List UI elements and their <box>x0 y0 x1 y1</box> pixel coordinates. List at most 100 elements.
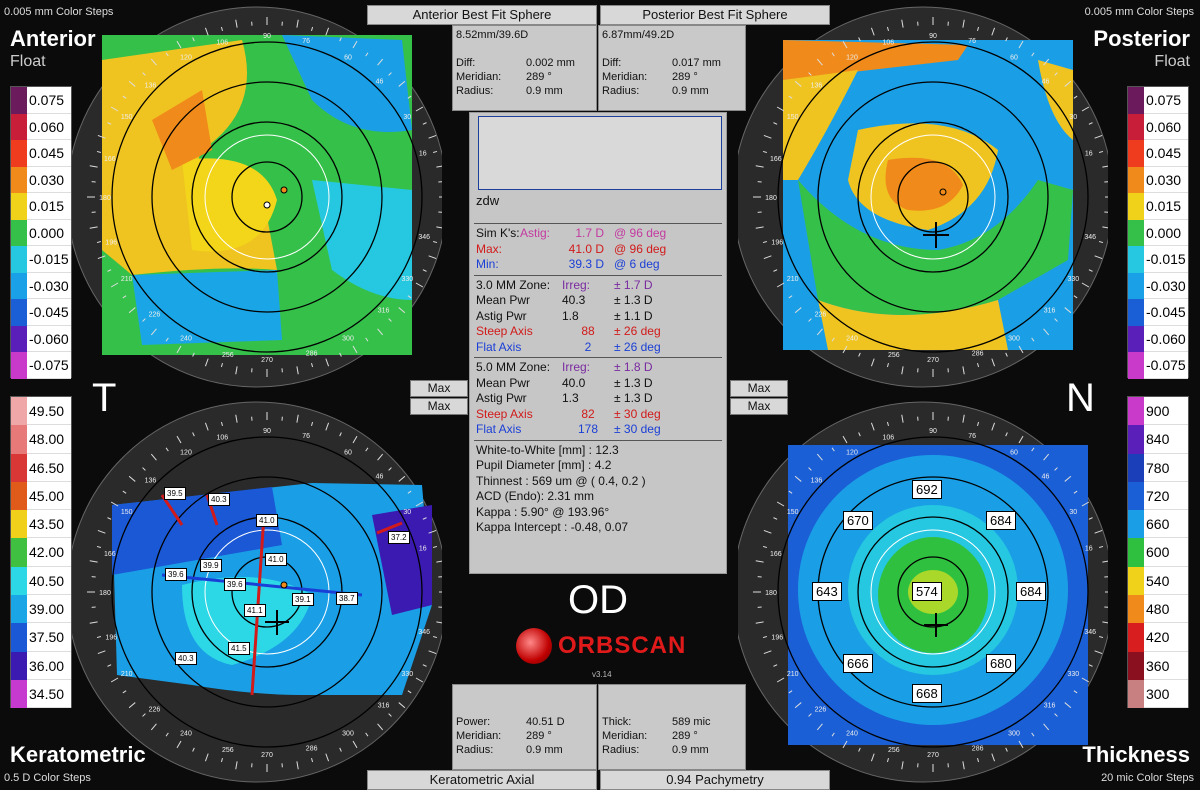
degree-tick <box>388 72 392 76</box>
degree-label: 30 <box>403 114 411 121</box>
legend-value: -0.060 <box>1144 325 1188 352</box>
legend-value: 37.50 <box>27 623 71 652</box>
kappa-intercept: Kappa Intercept : -0.48, 0.07 <box>476 520 629 534</box>
legend-swatch <box>1128 113 1144 140</box>
degree-tick <box>407 690 412 694</box>
degree-tick <box>311 26 314 31</box>
degree-tick <box>192 432 195 437</box>
degree-tick <box>962 414 965 423</box>
degree-tick <box>220 363 223 368</box>
color-steps-keratometric: 0.5 D Color Steps <box>4 772 91 784</box>
anterior-diff-row: Diff: 0.002 mm <box>456 57 575 69</box>
degree-label: 76 <box>302 38 310 45</box>
degree-tick <box>762 636 767 639</box>
degree-tick <box>436 165 442 168</box>
pachymetry-button[interactable]: 0.94 Pachymetry <box>600 770 830 790</box>
legend-value: -0.045 <box>1144 299 1188 326</box>
degree-tick <box>858 37 861 42</box>
max-thickness-button[interactable]: Max <box>730 398 788 415</box>
degree-tick <box>311 758 314 763</box>
degree-tick <box>128 307 136 314</box>
legend-value: -0.060 <box>27 325 71 352</box>
degree-tick <box>176 40 182 49</box>
degree-tick <box>1064 80 1072 87</box>
degree-tick <box>1102 226 1108 229</box>
degree-tick <box>415 501 424 507</box>
degree-tick <box>977 26 980 31</box>
degree-tick <box>150 328 157 336</box>
legend-value: 420 <box>1144 623 1188 652</box>
zone3-mean-row: Mean Pwr 40.3 ± 1.3 D <box>476 293 653 307</box>
legend-value: 900 <box>1144 397 1188 426</box>
degree-label: 346 <box>418 234 430 241</box>
degree-tick <box>296 19 299 28</box>
degree-label: 300 <box>342 335 354 342</box>
degree-tick <box>204 753 209 762</box>
degree-tick <box>776 501 785 507</box>
legend-row: -0.015 <box>11 246 71 273</box>
kerato-value-label: 39.9 <box>200 559 222 572</box>
degree-tick <box>122 490 127 494</box>
degree-tick <box>1081 677 1090 683</box>
degree-label: 286 <box>972 746 984 753</box>
legend-row: 0.060 <box>11 113 71 140</box>
kerato-meridian-row: Meridian: 289 ° <box>456 730 552 742</box>
max-keratometric-button[interactable]: Max <box>410 398 468 415</box>
legend-swatch <box>11 679 27 709</box>
anterior-meridian-row: Meridian: 289 ° <box>456 71 552 83</box>
orbscan-logo-text: ORBSCAN <box>558 632 687 659</box>
legend-row: 780 <box>1128 453 1188 482</box>
degree-label: 76 <box>968 433 976 440</box>
legend-value: 0.015 <box>27 193 71 220</box>
degree-label: 150 <box>121 509 133 516</box>
legend-swatch <box>1128 87 1144 114</box>
degree-label: 180 <box>99 195 111 202</box>
degree-tick <box>296 414 299 423</box>
degree-tick <box>794 475 802 482</box>
degree-label: 210 <box>121 276 133 283</box>
degree-tick <box>97 134 106 139</box>
degree-tick <box>150 453 157 461</box>
degree-label: 166 <box>104 551 116 558</box>
keratometric-map[interactable]: 90 106 120 136 150 166 180 196 210 226 240 256 270 28… <box>72 395 442 790</box>
degree-tick <box>433 241 438 244</box>
degree-label: 120 <box>180 450 192 457</box>
degree-tick <box>1094 529 1103 534</box>
max-anterior-button[interactable]: Max <box>410 380 468 397</box>
degree-tick <box>89 226 98 229</box>
degree-tick <box>901 366 904 375</box>
degree-tick <box>436 226 442 229</box>
legend-swatch <box>1128 140 1144 167</box>
degree-tick <box>220 26 223 31</box>
kerato-value-label: 41.5 <box>228 642 250 655</box>
degree-tick <box>1094 650 1103 655</box>
legend-row: 540 <box>1128 566 1188 596</box>
degree-tick <box>235 366 238 375</box>
zone5-mean-row: Mean Pwr 40.0 ± 1.3 D <box>476 375 653 390</box>
legend-value: 0.075 <box>1144 87 1188 114</box>
degree-tick <box>991 753 996 762</box>
degree-tick <box>977 758 980 763</box>
degree-tick <box>794 702 802 709</box>
legend-swatch <box>11 166 27 193</box>
degree-tick <box>1088 664 1093 667</box>
degree-tick <box>776 677 785 683</box>
degree-tick <box>808 318 812 322</box>
legend-row: 0.015 <box>1128 193 1188 220</box>
degree-label: 30 <box>1069 114 1077 121</box>
degree-label: 60 <box>1010 450 1018 457</box>
posterior-best-fit-sphere-button[interactable]: Posterior Best Fit Sphere <box>600 5 830 25</box>
degree-label: 180 <box>99 590 111 597</box>
degree-label: 270 <box>927 752 939 759</box>
degree-label: 90 <box>263 33 271 40</box>
anterior-best-fit-sphere-button[interactable]: Anterior Best Fit Sphere <box>367 5 597 25</box>
anterior-float-map[interactable]: 90 106 120 136 150 166 180 196 210 226 240 256 270 28… <box>72 0 442 395</box>
legend-swatch <box>1128 566 1144 596</box>
max-posterior-button[interactable]: Max <box>730 380 788 397</box>
posterior-float-map[interactable]: 90 106 120 136 150 166 180 196 210 226 240 256 270 28… <box>738 0 1108 395</box>
degree-tick <box>433 545 438 548</box>
legend-row: 300 <box>1128 679 1188 709</box>
degree-tick <box>755 165 764 168</box>
degree-tick <box>1088 122 1093 125</box>
degree-tick <box>142 467 146 471</box>
